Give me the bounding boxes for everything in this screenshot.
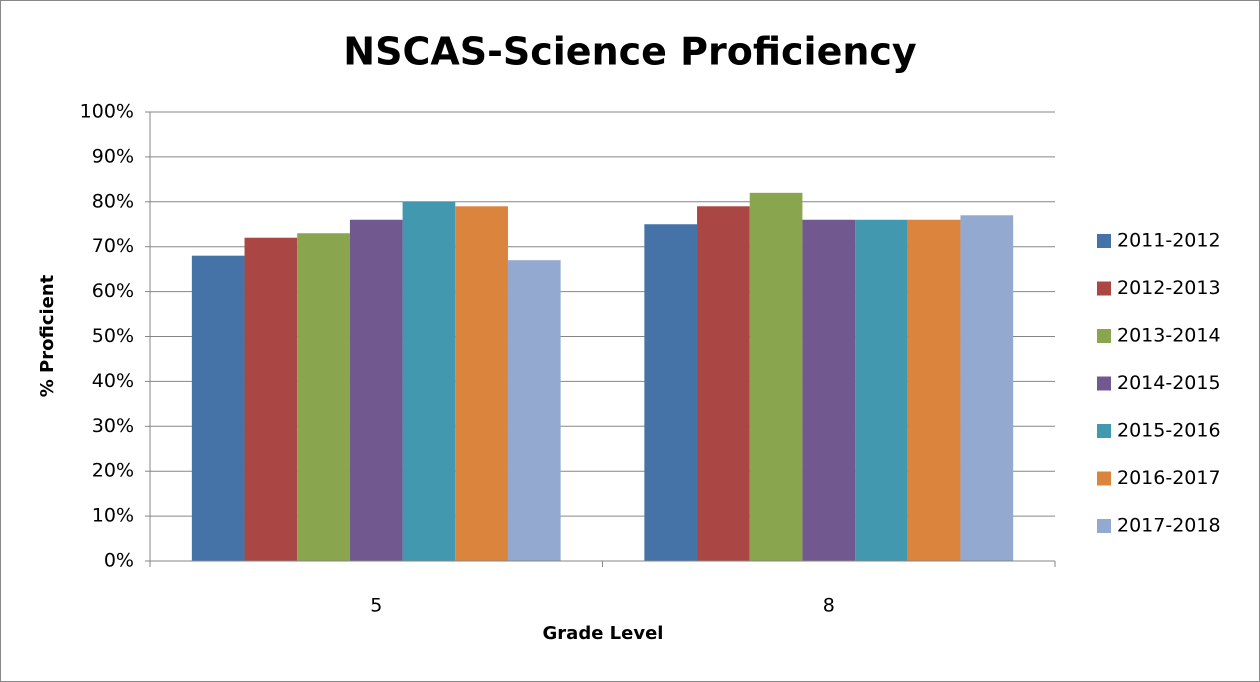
bar — [644, 224, 698, 561]
y-tick-label: 10% — [92, 505, 134, 527]
bar — [507, 260, 561, 561]
legend-swatch — [1097, 329, 1111, 343]
bar — [402, 201, 456, 562]
y-tick-label: 30% — [92, 415, 134, 437]
y-tick-label: 40% — [92, 370, 134, 392]
legend-swatch — [1097, 234, 1111, 248]
legend-label: 2017-2018 — [1117, 515, 1221, 537]
bar — [697, 206, 750, 562]
bar — [191, 255, 245, 561]
bar — [960, 215, 1014, 561]
legend-swatch — [1097, 376, 1111, 391]
legend-label: 2015-2016 — [1117, 420, 1221, 442]
legend-swatch — [1097, 424, 1111, 438]
legend-swatch — [1097, 519, 1111, 533]
y-tick-label: 20% — [92, 460, 134, 482]
legend-label: 2013-2014 — [1117, 325, 1221, 347]
bar — [455, 206, 508, 562]
legend-label: 2014-2015 — [1117, 372, 1221, 394]
legend-label: 2011-2012 — [1117, 230, 1221, 252]
bar — [802, 219, 856, 561]
x-tick-label: 5 — [370, 595, 382, 617]
legend-label: 2012-2013 — [1117, 277, 1221, 299]
legend-swatch — [1097, 281, 1111, 296]
bar — [907, 219, 961, 561]
y-tick-label: 80% — [92, 190, 134, 212]
y-tick-label: 100% — [80, 101, 134, 123]
chart-title: NSCAS-Science Proficiency — [343, 30, 917, 74]
bar — [349, 219, 403, 561]
y-axis-title: % Proficient — [37, 274, 58, 397]
x-axis-title: Grade Level — [543, 623, 664, 644]
bar — [855, 219, 908, 561]
y-tick-label: 70% — [92, 235, 134, 257]
bar — [297, 233, 350, 562]
y-tick-label: 0% — [104, 550, 134, 572]
legend-swatch — [1097, 471, 1111, 486]
bar — [749, 192, 803, 561]
y-tick-label: 90% — [92, 145, 134, 167]
y-tick-label: 60% — [92, 280, 134, 302]
x-tick-label: 8 — [823, 595, 835, 617]
legend-label: 2016-2017 — [1117, 467, 1221, 489]
y-tick-label: 50% — [92, 325, 134, 347]
bar — [244, 237, 298, 561]
